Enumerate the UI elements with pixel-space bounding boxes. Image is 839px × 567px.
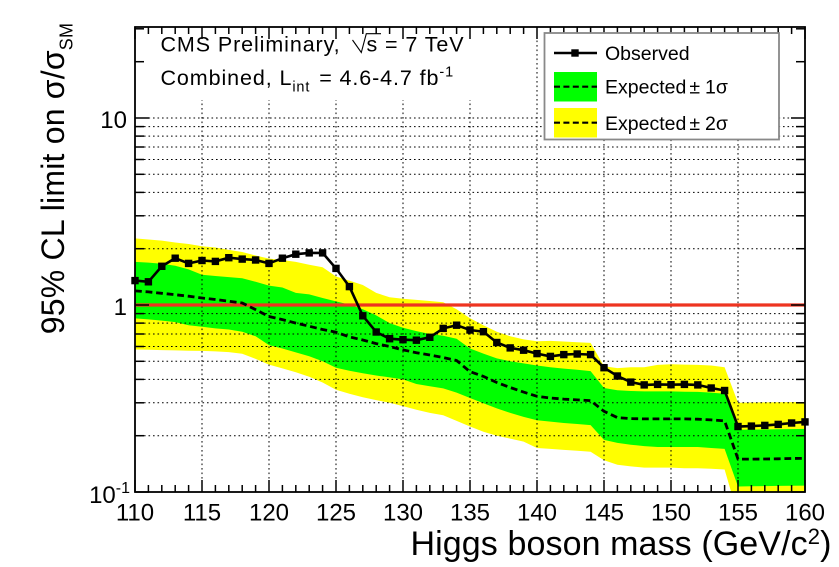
svg-text:120: 120 — [249, 500, 289, 527]
svg-text:Observed: Observed — [605, 43, 690, 65]
svg-text:95% CL limit on σ/σSM: 95% CL limit on σ/σSM — [35, 23, 77, 334]
svg-text:CMS Preliminary,: CMS Preliminary, — [161, 33, 341, 57]
svg-text:Expected±1σ: Expected ±1σ — [605, 77, 728, 99]
svg-text:10: 10 — [100, 107, 127, 134]
svg-text:145: 145 — [584, 500, 624, 527]
svg-text:160: 160 — [785, 500, 825, 527]
svg-text:Expected±2σ: Expected ±2σ — [605, 113, 728, 135]
svg-text:110: 110 — [116, 500, 154, 527]
svg-text:135: 135 — [450, 500, 490, 527]
svg-text:115: 115 — [183, 500, 221, 527]
svg-text:125: 125 — [316, 500, 356, 527]
svg-text:155: 155 — [718, 500, 758, 527]
svg-text:150: 150 — [651, 500, 691, 527]
svg-text:140: 140 — [517, 500, 557, 527]
svg-text:130: 130 — [383, 500, 423, 527]
svg-text:10-1: 10-1 — [89, 480, 130, 509]
svg-text:1: 1 — [114, 294, 127, 321]
svg-text:Higgs boson mass (GeV/c2): Higgs boson mass (GeV/c2) — [410, 524, 831, 563]
svg-text:s = 7 TeV: s = 7 TeV — [367, 33, 465, 57]
